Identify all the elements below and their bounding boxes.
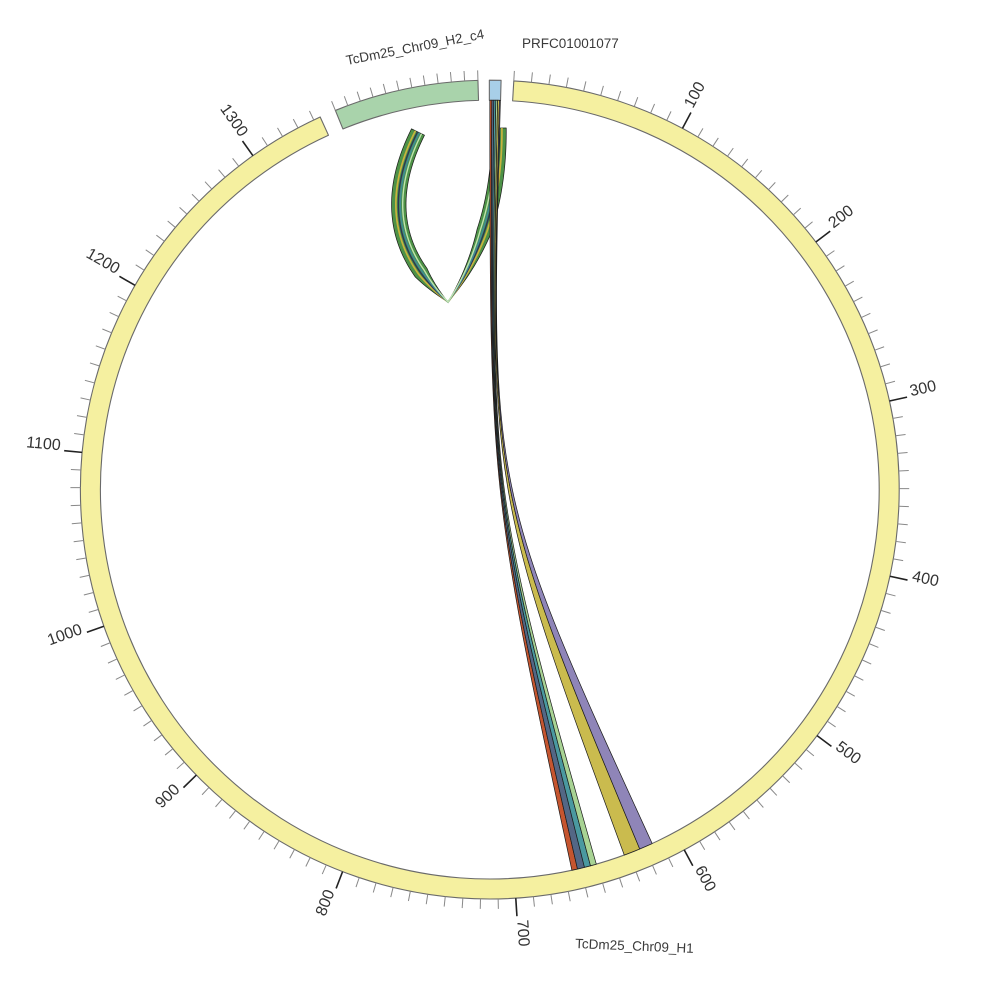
svg-text:700: 700 xyxy=(513,919,532,947)
svg-text:1100: 1100 xyxy=(26,434,62,454)
svg-text:PRFC01001077: PRFC01001077 xyxy=(522,36,619,51)
